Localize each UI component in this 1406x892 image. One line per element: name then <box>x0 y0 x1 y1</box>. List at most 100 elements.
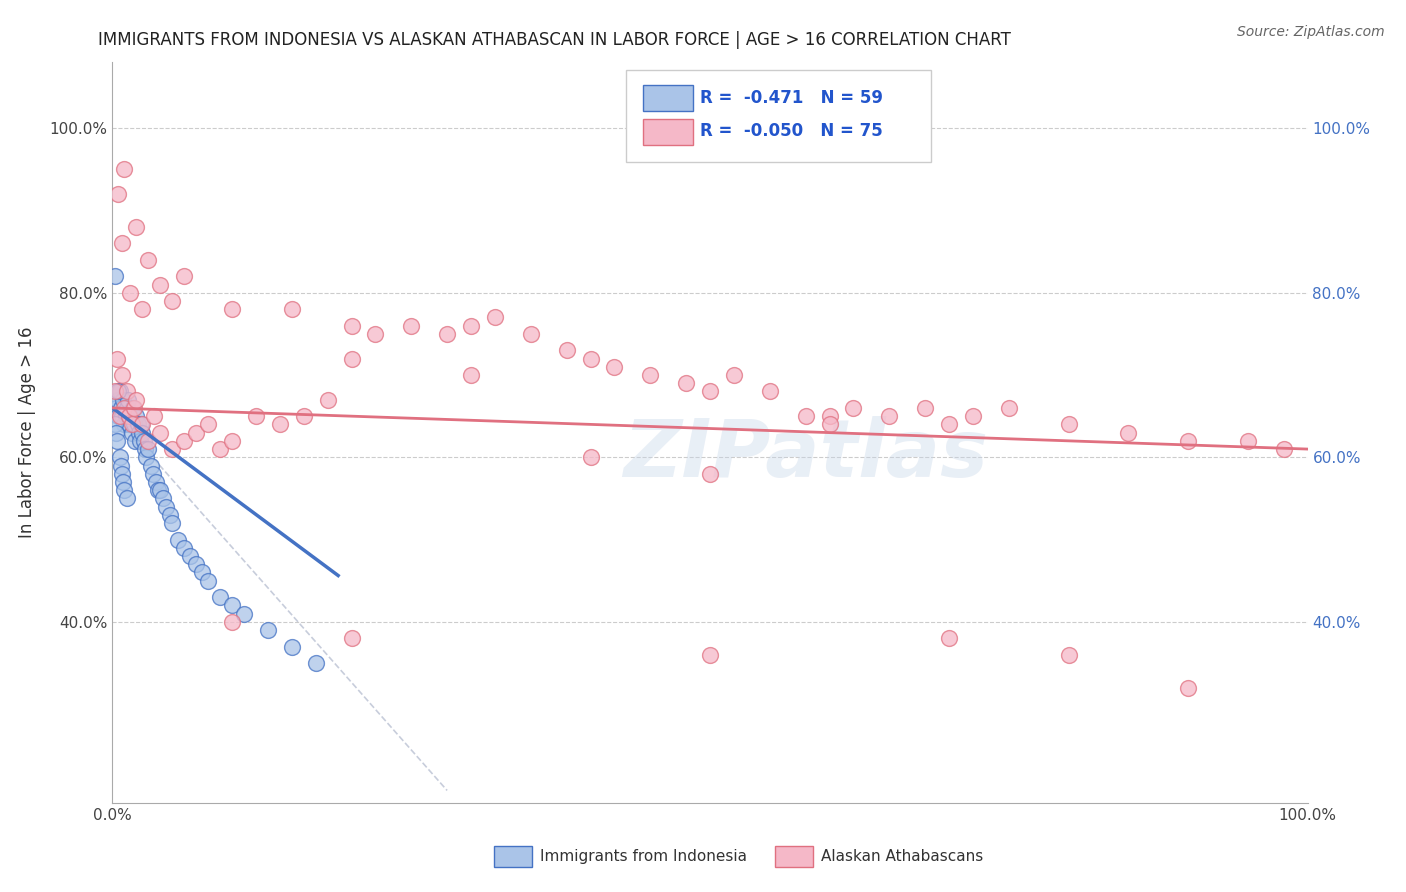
Point <box>257 623 280 637</box>
Point <box>173 269 195 284</box>
Point <box>1057 417 1080 432</box>
Point <box>131 417 153 432</box>
Point <box>146 483 169 498</box>
Point <box>340 318 363 333</box>
Point <box>818 409 841 424</box>
Point <box>115 491 138 506</box>
Point <box>105 434 128 448</box>
Point <box>114 417 135 432</box>
Point <box>179 549 201 563</box>
Point <box>131 425 153 440</box>
Point <box>143 409 166 424</box>
Point <box>111 467 134 481</box>
FancyBboxPatch shape <box>643 86 693 112</box>
Point <box>131 302 153 317</box>
Point <box>197 417 219 432</box>
Point <box>155 500 177 514</box>
Point <box>340 351 363 366</box>
Point <box>162 442 183 456</box>
Point <box>111 236 134 251</box>
Point <box>364 326 387 341</box>
Point <box>104 417 127 432</box>
Point <box>173 434 195 448</box>
Text: Source: ZipAtlas.com: Source: ZipAtlas.com <box>1237 25 1385 39</box>
Point <box>104 384 127 399</box>
Point <box>138 442 160 456</box>
Point <box>159 508 181 522</box>
Point <box>484 310 506 325</box>
Point <box>191 566 214 580</box>
Point <box>121 401 143 415</box>
Point <box>112 475 135 489</box>
FancyBboxPatch shape <box>775 847 813 867</box>
Point <box>579 450 602 465</box>
Point <box>127 417 149 432</box>
Point <box>139 458 162 473</box>
Point <box>167 533 190 547</box>
Point <box>962 409 984 424</box>
Point <box>110 401 132 415</box>
Point <box>118 417 141 432</box>
Point <box>122 401 145 415</box>
Point <box>128 425 150 440</box>
Point <box>129 417 152 432</box>
Point <box>108 384 131 399</box>
Point <box>138 252 160 267</box>
Point <box>110 458 132 473</box>
Point <box>186 425 208 440</box>
Point <box>112 392 135 407</box>
Point <box>842 401 865 415</box>
Point <box>221 599 243 613</box>
Point <box>162 293 183 308</box>
Point <box>699 648 721 662</box>
Point <box>114 409 136 424</box>
Point <box>245 409 267 424</box>
Point <box>221 302 243 317</box>
Point <box>292 409 315 424</box>
FancyBboxPatch shape <box>643 119 693 145</box>
Point <box>269 417 291 432</box>
Point <box>105 401 128 415</box>
Point <box>121 425 143 440</box>
Point <box>1237 434 1260 448</box>
Point <box>107 187 129 202</box>
Point <box>221 615 243 629</box>
Point <box>114 401 135 415</box>
Point <box>120 285 142 300</box>
Point <box>135 450 157 465</box>
Point <box>281 302 304 317</box>
Point <box>281 640 304 654</box>
Point <box>555 343 578 358</box>
Point <box>145 475 167 489</box>
Point <box>134 442 156 456</box>
Point <box>1272 442 1295 456</box>
Point <box>111 409 134 424</box>
Text: IMMIGRANTS FROM INDONESIA VS ALASKAN ATHABASCAN IN LABOR FORCE | AGE > 16 CORREL: IMMIGRANTS FROM INDONESIA VS ALASKAN ATH… <box>98 31 1011 49</box>
Y-axis label: In Labor Force | Age > 16: In Labor Force | Age > 16 <box>18 326 35 539</box>
Point <box>305 656 328 670</box>
Point <box>233 607 256 621</box>
Point <box>1057 648 1080 662</box>
Point <box>162 516 183 530</box>
Point <box>120 409 142 424</box>
Point <box>129 434 152 448</box>
Point <box>121 417 143 432</box>
Point <box>209 442 232 456</box>
Point <box>108 409 131 424</box>
Point <box>579 351 602 366</box>
Point <box>1177 434 1199 448</box>
Point <box>914 401 936 415</box>
Point <box>132 434 155 448</box>
Point <box>340 632 363 646</box>
FancyBboxPatch shape <box>627 70 931 162</box>
Point <box>675 376 697 391</box>
Point <box>152 491 174 506</box>
Point <box>794 409 817 424</box>
Point <box>115 384 138 399</box>
Point <box>401 318 423 333</box>
Point <box>1118 425 1140 440</box>
Point <box>197 574 219 588</box>
Point <box>117 392 139 407</box>
Point <box>105 392 128 407</box>
Point <box>107 409 129 424</box>
